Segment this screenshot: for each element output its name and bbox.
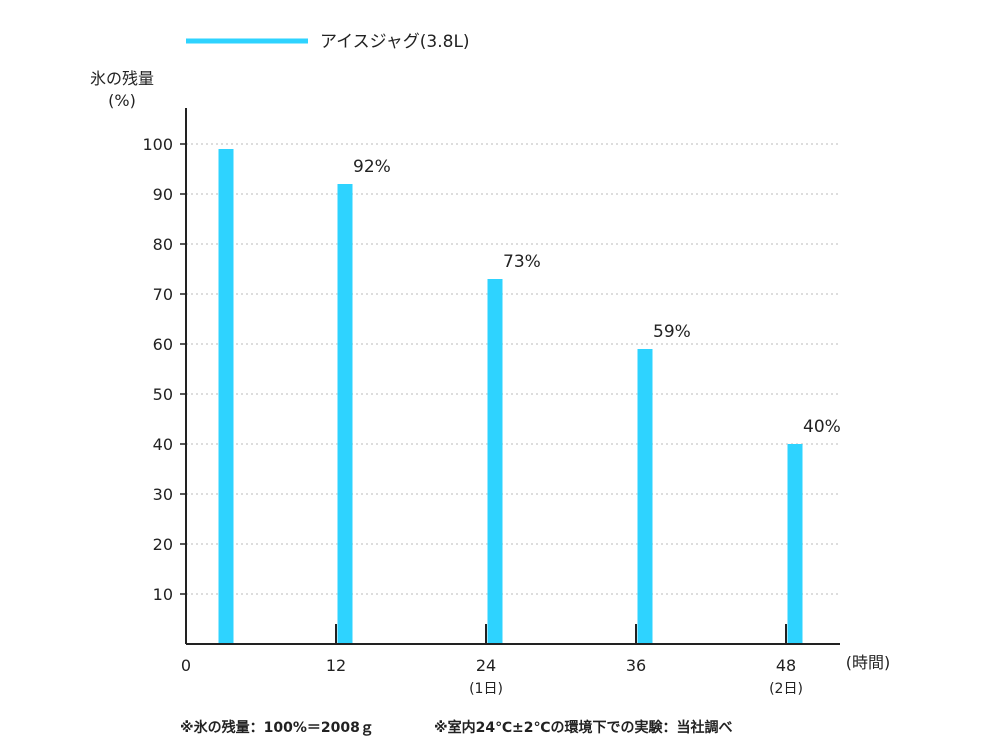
y-tick-label-40: 40	[153, 435, 173, 454]
data-label-36h: 59%	[653, 322, 691, 342]
data-label-24h: 73%	[503, 252, 541, 272]
legend: アイスジャグ(3.8L)	[186, 32, 470, 52]
legend-label: アイスジャグ(3.8L)	[320, 32, 470, 52]
y-tick-label-50: 50	[153, 385, 173, 404]
y-axis-ticks: 10 20 30 40 50 60 70 80 90 100	[142, 135, 186, 604]
bar-24h	[487, 279, 503, 644]
x-tick-label-24: 24	[476, 656, 496, 675]
bar-48h	[787, 444, 803, 644]
y-tick-label-10: 10	[153, 585, 173, 604]
bars	[218, 149, 803, 644]
y-tick-label-100: 100	[142, 135, 173, 154]
x-axis-ticks: 0 12 24 (1日) 36 48 (2日)	[181, 624, 803, 697]
x-tick-label-48: 48	[776, 656, 796, 675]
y-tick-label-90: 90	[153, 185, 173, 204]
x-tick-label-36: 36	[626, 656, 646, 675]
bar-36h	[637, 349, 653, 644]
footnote-experiment-conditions: ※室内24℃±2℃の環境下での実験：当社調べ	[434, 719, 732, 736]
bar-0h	[218, 149, 234, 644]
axes	[185, 108, 840, 645]
grid	[186, 143, 840, 595]
y-axis-title-line1: 氷の残量	[90, 69, 154, 88]
x-axis-title: (時間)	[846, 653, 891, 672]
x-tick-label-0: 0	[181, 656, 191, 675]
x-tick-sublabel-48: (2日)	[769, 681, 803, 697]
y-tick-label-60: 60	[153, 335, 173, 354]
y-axis-title-line2: (%)	[108, 91, 136, 110]
y-tick-label-30: 30	[153, 485, 173, 504]
data-labels: 92% 73% 59% 40%	[353, 157, 841, 437]
data-label-48h: 40%	[803, 417, 841, 437]
x-tick-sublabel-24: (1日)	[469, 681, 503, 697]
x-tick-label-12: 12	[326, 656, 346, 675]
y-tick-label-80: 80	[153, 235, 173, 254]
y-tick-label-70: 70	[153, 285, 173, 304]
bar-12h	[337, 184, 353, 644]
footnote-ice-amount: ※氷の残量：100%＝2008ｇ	[180, 719, 374, 737]
data-label-12h: 92%	[353, 157, 391, 177]
y-tick-label-20: 20	[153, 535, 173, 554]
